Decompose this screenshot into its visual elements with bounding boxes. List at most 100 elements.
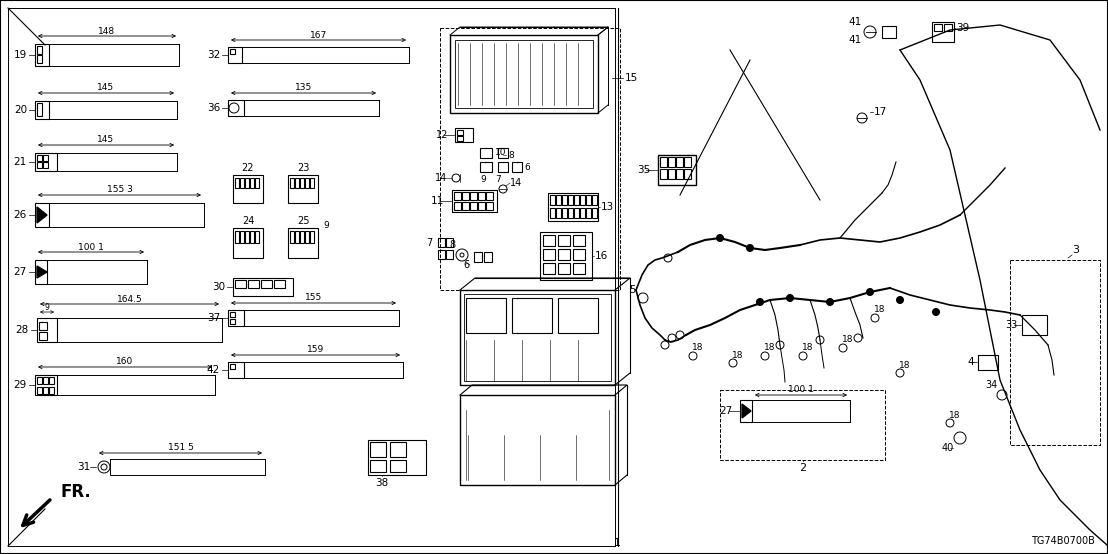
Bar (255, 178, 259, 188)
Text: 148: 148 (99, 27, 115, 35)
Bar (245, 231, 249, 243)
Bar (944, 24, 952, 31)
Bar (586, 195, 591, 205)
Bar (39, 322, 47, 330)
Bar (370, 442, 386, 457)
Bar (558, 263, 570, 274)
Text: 6: 6 (464, 260, 470, 270)
Bar (230, 312, 235, 317)
Bar (295, 231, 299, 243)
Bar (35, 260, 47, 284)
Bar (934, 24, 942, 31)
Text: 38: 38 (376, 478, 389, 488)
Bar (478, 202, 485, 210)
Bar (233, 175, 263, 203)
Text: 100 1: 100 1 (788, 386, 814, 394)
Bar (932, 22, 954, 42)
Bar (543, 263, 555, 274)
Bar (390, 442, 406, 457)
Circle shape (717, 234, 724, 242)
Text: 167: 167 (310, 30, 327, 39)
Text: 19: 19 (13, 50, 27, 60)
Bar (43, 377, 48, 384)
Circle shape (896, 296, 903, 304)
Bar (288, 175, 318, 203)
Text: 18: 18 (732, 351, 743, 360)
Text: 14: 14 (510, 178, 522, 188)
Text: 39: 39 (956, 23, 970, 33)
Bar (288, 228, 318, 258)
Bar (310, 178, 314, 188)
Bar (37, 162, 42, 168)
Bar (486, 202, 493, 210)
Text: 160: 160 (116, 357, 134, 367)
Bar (568, 195, 573, 205)
Text: 33: 33 (1006, 320, 1018, 330)
Bar (35, 375, 57, 395)
Text: 21: 21 (13, 157, 27, 167)
Bar (562, 195, 567, 205)
Text: 18: 18 (802, 343, 813, 352)
Bar (484, 252, 492, 262)
Bar (474, 252, 482, 262)
Bar (290, 178, 294, 188)
Text: 30: 30 (212, 282, 225, 292)
Bar (456, 130, 463, 135)
Bar (43, 155, 48, 161)
Bar (35, 44, 49, 66)
Bar (37, 318, 57, 342)
Bar (235, 231, 239, 243)
Bar (676, 157, 683, 167)
Bar (35, 153, 57, 171)
Bar (573, 235, 585, 246)
Bar (454, 202, 461, 210)
Bar (574, 195, 579, 205)
Bar (37, 387, 42, 394)
Text: 18: 18 (900, 361, 911, 370)
Bar (456, 136, 463, 141)
Bar (574, 208, 579, 218)
Circle shape (933, 309, 940, 315)
Bar (658, 155, 696, 185)
Bar (586, 208, 591, 218)
Bar (305, 178, 309, 188)
Text: 7: 7 (495, 175, 501, 184)
Bar (470, 192, 478, 200)
Bar (452, 190, 497, 212)
Text: 13: 13 (601, 202, 614, 212)
Bar (455, 128, 473, 142)
Bar (568, 208, 573, 218)
Bar (230, 364, 235, 369)
Bar (676, 169, 683, 179)
Bar (558, 298, 598, 333)
Text: 22: 22 (242, 163, 254, 173)
Text: 42: 42 (207, 365, 220, 375)
Text: 5: 5 (628, 285, 635, 295)
Bar (49, 377, 54, 384)
Bar (548, 193, 598, 221)
Bar (668, 157, 675, 167)
Bar (37, 46, 42, 54)
Bar (660, 169, 667, 179)
Text: FR.: FR. (60, 483, 91, 501)
Bar (478, 192, 485, 200)
Bar (255, 231, 259, 243)
Bar (460, 290, 615, 385)
Text: 15: 15 (625, 73, 638, 83)
Bar (486, 192, 493, 200)
Bar (438, 238, 445, 247)
Bar (462, 202, 469, 210)
Bar (464, 294, 611, 381)
Text: 2: 2 (800, 463, 807, 473)
Bar (310, 231, 314, 243)
Bar (543, 249, 555, 260)
Bar (235, 178, 239, 188)
Bar (230, 49, 235, 54)
Bar (370, 460, 386, 472)
Text: 6: 6 (524, 162, 530, 172)
Text: 155 3: 155 3 (106, 186, 133, 194)
Circle shape (827, 299, 833, 305)
Bar (295, 178, 299, 188)
Text: 151 5: 151 5 (167, 444, 194, 453)
Text: 8: 8 (507, 151, 514, 160)
